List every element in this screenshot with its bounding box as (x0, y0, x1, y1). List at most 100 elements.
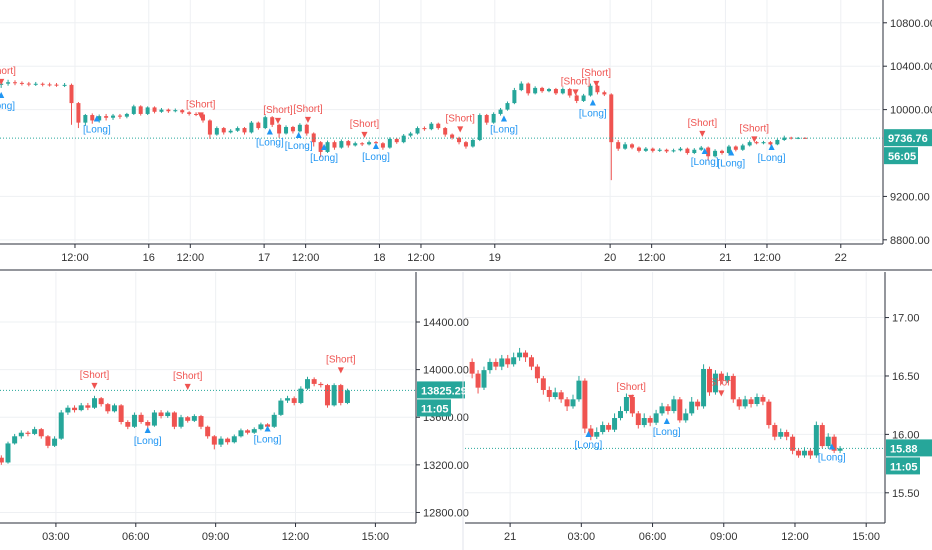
long-arrow-icon: ▲ (321, 142, 328, 151)
chart-panel-bottom-left[interactable]: ▼[Short]▲[Long]▼[Short]▲[Long]▼[Short]14… (0, 272, 469, 543)
long-signal[interactable]: ▲ [Long] (256, 127, 284, 149)
candle (692, 148, 697, 155)
long-signal[interactable]: ▲ [Long] (362, 141, 390, 163)
short-signal[interactable]: ▼[Short] (80, 370, 110, 390)
candle-body (263, 117, 268, 129)
short-signal[interactable]: ▼[Short] (561, 77, 591, 97)
time-tick-label: 12:00 (638, 252, 666, 264)
candle-body (484, 115, 489, 123)
candle-body (178, 417, 184, 427)
long-signal[interactable]: ▲ [Long] (0, 90, 15, 112)
candle (523, 350, 529, 362)
long-signal[interactable]: ▲ [Long] (575, 429, 603, 451)
candle (92, 395, 98, 409)
long-signal[interactable]: ▲ [Long] (758, 142, 786, 164)
short-signal[interactable]: ▼[Short] (707, 377, 737, 397)
short-signal[interactable]: ▼[Short] (688, 118, 718, 138)
candle-body (475, 373, 481, 388)
countdown-badge: 11:05 (417, 399, 451, 417)
long-signal[interactable]: ▲ [Long] (717, 147, 745, 169)
candle-body (629, 397, 635, 414)
short-signal[interactable]: ▼[Short] (0, 66, 16, 86)
long-signal[interactable]: ▲ [Long] (490, 114, 518, 136)
candle (766, 399, 772, 429)
short-signal[interactable]: ▼[Short] (445, 114, 475, 134)
candle-body (90, 115, 95, 121)
candle (97, 114, 102, 123)
candle-body (207, 120, 212, 135)
candle (778, 428, 784, 440)
candle-body (499, 358, 505, 367)
candle-body (540, 378, 546, 390)
candle (187, 111, 192, 116)
short-signal[interactable]: ▼[Short] (263, 105, 293, 125)
candle-body (754, 142, 759, 144)
short-arrow-icon: ▼ (305, 115, 312, 124)
short-signal[interactable]: ▼[Short] (616, 382, 646, 402)
long-signal[interactable]: ▲ [Long] (310, 142, 338, 164)
short-signal[interactable]: ▼[Short] (350, 119, 380, 139)
short-signal[interactable]: ▼[Short] (326, 354, 356, 374)
candle-body (0, 457, 4, 463)
candle-body (78, 405, 84, 411)
long-signal[interactable]: ▲ [Long] (691, 146, 719, 168)
candle (689, 397, 695, 416)
short-label: [Short] (350, 119, 380, 130)
short-arrow-icon: ▼ (457, 125, 464, 134)
candle-body (617, 411, 623, 419)
candle-body (12, 82, 17, 84)
grid (0, 272, 414, 522)
signals: ▼[Short] ▲[Long] ▼[Short] ▲[Long] ▼[Short] (80, 354, 356, 446)
long-label: [Long] (254, 435, 282, 446)
candle-body (387, 138, 392, 148)
candle-body (205, 426, 211, 437)
short-signal[interactable]: ▼[Short] (293, 104, 323, 124)
time-tick-label: 03:00 (568, 531, 596, 543)
long-signal[interactable]: ▲ [Long] (653, 416, 681, 438)
candle (228, 129, 233, 134)
candle (772, 422, 778, 441)
last-price-label: 15.88 (890, 443, 918, 455)
candle-body (111, 115, 116, 118)
price-tick-label: 10400.00 (890, 61, 932, 73)
short-signal[interactable]: ▼[Short] (582, 68, 612, 88)
short-label: [Short] (263, 105, 293, 116)
long-signal[interactable]: ▲ [Long] (254, 424, 282, 446)
long-signal[interactable]: ▲ [Long] (83, 114, 111, 136)
last-price-badge: 15.88 (886, 439, 932, 457)
candle-body (242, 128, 247, 133)
candle-body (636, 147, 641, 151)
candle (214, 126, 219, 136)
candle (19, 81, 24, 86)
candle-body (105, 404, 111, 412)
candle (463, 141, 468, 149)
long-signal[interactable]: ▲ [Long] (579, 97, 607, 119)
candle (225, 437, 231, 445)
candle-body (19, 82, 24, 84)
chart-panel-top[interactable]: ▼[Short]▲[Long]▲[Long]▼[Short]▲[Long]▼[S… (0, 0, 932, 264)
short-signal[interactable]: ▼[Short] (173, 371, 203, 391)
candle (617, 406, 623, 421)
candle-body (726, 146, 731, 154)
short-signal[interactable]: ▼[Short] (740, 123, 770, 143)
short-signal[interactable]: ▼[Short] (186, 99, 216, 119)
long-label: [Long] (0, 101, 15, 112)
candle (387, 137, 392, 149)
candle-body (429, 123, 434, 130)
candle (291, 396, 297, 406)
price-tick-label: 16.50 (892, 371, 920, 383)
candle (564, 397, 570, 412)
long-signal[interactable]: ▲ [Long] (818, 442, 846, 464)
candle-body (332, 142, 337, 148)
candle (643, 147, 648, 152)
candle (131, 412, 137, 428)
candle-body (630, 144, 635, 148)
candle-body (152, 107, 157, 112)
long-signal[interactable]: ▲ [Long] (285, 130, 313, 152)
long-signal[interactable]: ▲ [Long] (134, 425, 162, 447)
candle-body (54, 84, 59, 86)
candle-body (394, 138, 399, 143)
candle (629, 394, 635, 417)
chart-panel-bottom-right[interactable]: ▲[Long]▼[Short]▲[Long]▼[Short]▲[Long]17.… (465, 272, 932, 543)
